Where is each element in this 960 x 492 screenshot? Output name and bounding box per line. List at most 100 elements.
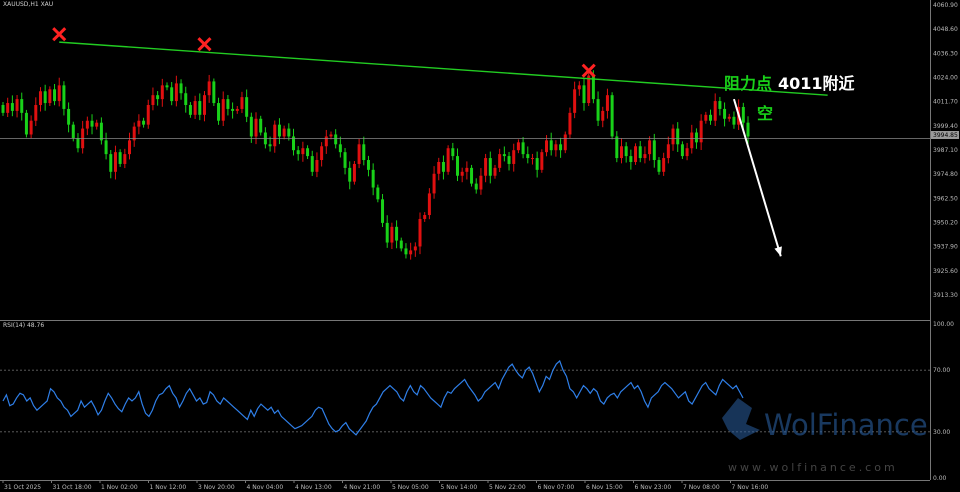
candle-down bbox=[366, 160, 370, 170]
candle-down bbox=[249, 116, 253, 137]
candle-down bbox=[549, 140, 553, 151]
candle-down bbox=[362, 144, 366, 161]
candle-down bbox=[507, 156, 511, 164]
candle-up bbox=[235, 108, 239, 111]
rsi-panel: 100.00 70.00 30.00 0.00 bbox=[0, 321, 954, 482]
symbol-header: XAUUSD,H1 XAU bbox=[3, 1, 53, 8]
watermark-brand: WolFinance bbox=[764, 408, 928, 442]
candle-down bbox=[170, 87, 174, 102]
candle-up bbox=[690, 132, 694, 149]
candle-down bbox=[343, 152, 347, 168]
price-tick-label: 3937.90 bbox=[933, 244, 958, 251]
candle-down bbox=[474, 183, 478, 190]
candle-down bbox=[502, 154, 506, 157]
price-tick-label: 3974.80 bbox=[933, 171, 958, 178]
candle-up bbox=[418, 218, 422, 247]
candle-down bbox=[615, 136, 619, 159]
candle-up bbox=[704, 114, 708, 121]
candle-down bbox=[591, 75, 595, 100]
candle-down bbox=[441, 161, 445, 172]
candle-up bbox=[545, 140, 549, 153]
candle-up bbox=[437, 161, 441, 174]
candle-up bbox=[390, 226, 394, 243]
candle-down bbox=[376, 187, 380, 200]
price-tick-label: 3987.10 bbox=[933, 147, 958, 154]
candle-down bbox=[395, 226, 399, 241]
candle-up bbox=[685, 148, 689, 157]
short-projection-arrow bbox=[732, 98, 782, 257]
candle-up bbox=[301, 148, 305, 155]
candle-up bbox=[540, 152, 544, 170]
candle-down bbox=[43, 91, 47, 104]
candle-down bbox=[741, 106, 745, 123]
time-tick-label: 5 Nov 05:00 bbox=[392, 484, 429, 491]
candle-down bbox=[521, 142, 525, 155]
candles bbox=[1, 70, 750, 260]
candle-down bbox=[184, 93, 188, 106]
candle-down bbox=[680, 144, 684, 157]
candle-up bbox=[587, 75, 591, 104]
time-tick-label: 1 Nov 02:00 bbox=[101, 484, 138, 491]
candle-down bbox=[99, 122, 103, 141]
candle-down bbox=[296, 150, 300, 155]
candle-up bbox=[512, 150, 516, 164]
candle-down bbox=[732, 116, 736, 125]
candle-up bbox=[577, 85, 581, 90]
resistance-trendline bbox=[59, 41, 828, 96]
candle-up bbox=[151, 95, 155, 106]
candle-up bbox=[634, 146, 638, 162]
candle-down bbox=[179, 83, 183, 94]
candle-up bbox=[465, 167, 469, 172]
candle-down bbox=[629, 156, 633, 162]
candle-up bbox=[493, 167, 497, 176]
candle-down bbox=[310, 156, 314, 172]
candle-up bbox=[85, 120, 89, 129]
wolf-logo-icon bbox=[722, 398, 760, 440]
resistance-suffix: 附近 bbox=[823, 74, 855, 93]
price-tick-label: 4011.70 bbox=[933, 99, 958, 106]
candle-up bbox=[57, 85, 61, 102]
candle-down bbox=[624, 146, 628, 157]
candle-down bbox=[709, 114, 713, 121]
candle-down bbox=[610, 95, 614, 137]
candle-up bbox=[601, 110, 605, 121]
candle-down bbox=[142, 120, 146, 125]
candle-down bbox=[212, 81, 216, 104]
current-price-marker: 3994.85 bbox=[933, 132, 958, 139]
candle-up bbox=[427, 193, 431, 216]
candle-down bbox=[231, 108, 235, 111]
candle-up bbox=[484, 158, 488, 176]
rsi-header: RSI(14) 48.76 bbox=[3, 322, 44, 329]
price-tick-label: 4036.30 bbox=[933, 50, 958, 57]
candle-down bbox=[334, 134, 338, 145]
price-axis: 4060.90 4048.60 4036.30 4024.00 4011.70 3999.… bbox=[933, 2, 958, 299]
candle-up bbox=[479, 175, 483, 190]
touch-x-mark bbox=[581, 63, 596, 78]
candle-down bbox=[371, 169, 375, 188]
candle-down bbox=[451, 148, 455, 157]
touch-x-mark bbox=[52, 27, 67, 42]
rsi-tick-label: 0.00 bbox=[933, 475, 947, 482]
candle-up bbox=[254, 118, 258, 137]
candle-down bbox=[470, 167, 474, 184]
candle-down bbox=[385, 222, 389, 243]
candle-down bbox=[20, 99, 24, 113]
candle-up bbox=[193, 101, 197, 115]
price-tick-label: 3913.30 bbox=[933, 292, 958, 299]
time-tick-label: 31 Oct 18:00 bbox=[53, 484, 92, 491]
candle-up bbox=[320, 146, 324, 161]
candle-up bbox=[530, 158, 534, 160]
price-tick-label: 4024.00 bbox=[933, 75, 958, 82]
candle-down bbox=[718, 101, 722, 109]
rsi-tick-label: 70.00 bbox=[933, 367, 950, 374]
time-axis: 31 Oct 2025 31 Oct 18:00 1 Nov 02:00 1 Nov … bbox=[2, 480, 768, 491]
candle-up bbox=[282, 128, 286, 137]
candle-up bbox=[409, 250, 413, 255]
candle-down bbox=[118, 152, 122, 164]
candle-up bbox=[137, 120, 141, 127]
candle-down bbox=[746, 122, 750, 137]
candle-up bbox=[221, 99, 225, 121]
time-tick-label: 5 Nov 14:00 bbox=[441, 484, 478, 491]
candle-up bbox=[48, 89, 52, 104]
